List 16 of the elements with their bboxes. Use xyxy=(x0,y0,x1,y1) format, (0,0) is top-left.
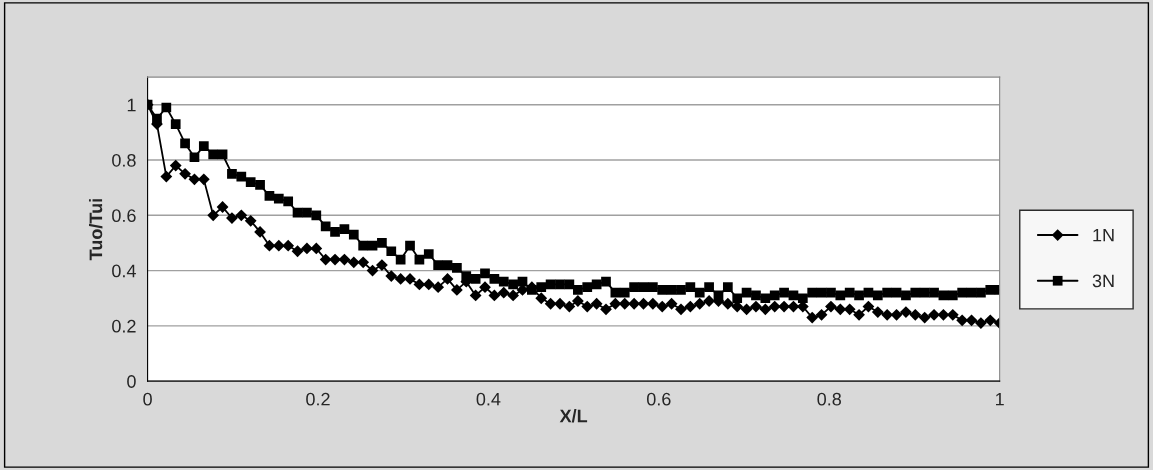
x-tick-label: 0.8 xyxy=(817,392,841,406)
x-tick-label: 0 xyxy=(143,392,152,406)
y-tick-label: 0.6 xyxy=(112,209,136,223)
y-tick-label: 0.8 xyxy=(112,153,136,167)
y-tick-label: 0.2 xyxy=(112,319,136,333)
legend-label: 1N xyxy=(1093,228,1114,242)
legend-label: 3N xyxy=(1092,274,1114,288)
y-tick-label: 0 xyxy=(127,375,136,388)
x-tick-label: 0.2 xyxy=(306,392,330,406)
x-tick-label: 0.4 xyxy=(476,392,501,406)
x-tick-label: 0.6 xyxy=(646,392,671,406)
x-axis-title: X/L xyxy=(559,409,588,423)
y-tick-label: 1 xyxy=(127,98,136,112)
y-tick-label: 0.4 xyxy=(112,264,136,278)
x-tick-label: 1 xyxy=(996,392,1004,406)
y-axis-title: Tuo/Tui xyxy=(88,199,103,261)
